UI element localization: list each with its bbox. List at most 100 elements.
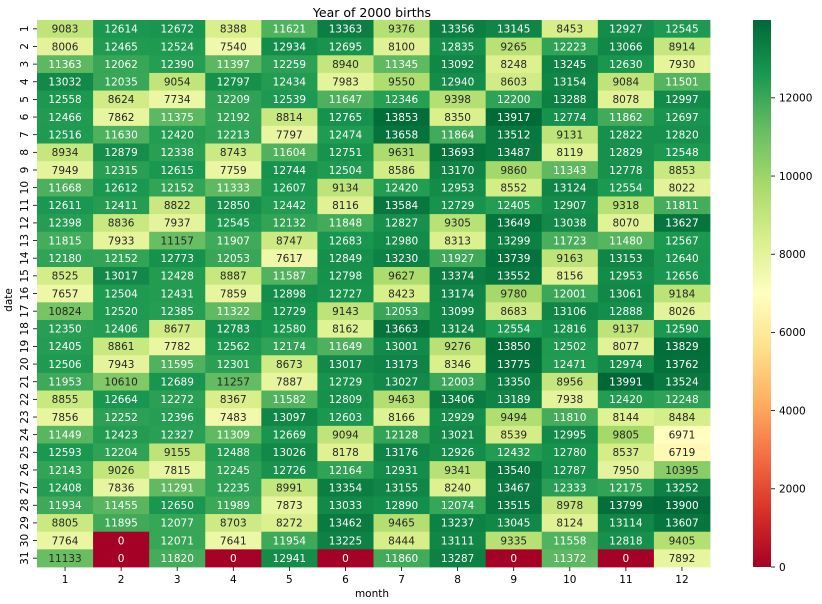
heatmap-cell-date19-month7	[373, 337, 430, 356]
cell-label: 12053	[385, 306, 418, 318]
cell-label: 13900	[665, 500, 698, 512]
cell-label: 12650	[161, 500, 194, 512]
heatmap-cell-date18-month7	[373, 319, 430, 339]
heatmap-cell-date17-month12	[653, 302, 711, 321]
cell-label: 12053	[217, 253, 250, 265]
cell-label: 12879	[104, 147, 137, 159]
cell-label: 12539	[273, 94, 306, 106]
heatmap-cell-date5-month5	[261, 90, 318, 109]
heatmap-cell-date28-month11	[597, 496, 655, 515]
cell-label: 8100	[388, 41, 415, 53]
cell-label: 11647	[329, 94, 362, 106]
heatmap-cell-date4-month1	[37, 72, 94, 91]
heatmap-cell-date22-month8	[429, 390, 487, 409]
heatmap-cell-date26-month10	[541, 461, 599, 480]
heatmap-cell-date1-month12	[653, 20, 711, 39]
cell-label: 12818	[609, 535, 642, 547]
cell-label: 13061	[609, 288, 642, 300]
cell-label: 12656	[665, 271, 699, 283]
heatmap-cell-date24-month8	[429, 425, 487, 444]
heatmap-cell-date25-month12	[653, 443, 711, 462]
cell-label: 7617	[276, 253, 303, 265]
heatmap-cell-date1-month7	[373, 20, 430, 39]
heatmap-cell-date31-month12	[653, 549, 711, 568]
cell-label: 11934	[48, 500, 82, 512]
heatmap-cell-date2-month2	[93, 37, 150, 56]
cell-label: 9627	[388, 271, 415, 283]
heatmap-cell-date24-month4	[205, 425, 262, 444]
heatmap-cell-date12-month7	[373, 214, 430, 233]
cell-label: 9465	[388, 518, 415, 530]
cell-label: 11480	[609, 235, 642, 247]
cell-label: 12502	[553, 341, 586, 353]
heatmap-cell-date10-month6	[317, 178, 374, 197]
colorbar-tick-label: 2000	[779, 484, 806, 496]
cell-label: 12672	[161, 24, 194, 36]
cell-label: 8248	[500, 59, 527, 71]
cell-label: 12558	[48, 94, 81, 106]
heatmap-cell-date12-month5	[261, 214, 318, 233]
x-tick-label: 6	[342, 574, 349, 586]
heatmap-cell-date15-month12	[653, 267, 711, 286]
heatmap-cell-date18-month6	[317, 319, 374, 339]
heatmap-cell-date14-month6	[317, 249, 374, 268]
cell-label: 8539	[500, 429, 527, 441]
heatmap-cell-date6-month4	[205, 108, 262, 127]
heatmap-cell-date26-month12	[653, 461, 711, 480]
heatmap-cell-date19-month6	[317, 337, 374, 356]
heatmap-cell-date2-month12	[653, 37, 711, 56]
heatmap-cell-date5-month6	[317, 90, 374, 109]
heatmap-cell-date7-month6	[317, 125, 374, 144]
cell-label: 12953	[441, 182, 474, 194]
cell-label: 0	[118, 535, 125, 547]
cell-label: 12504	[104, 288, 138, 300]
cell-label: 13287	[441, 553, 474, 565]
heatmap-cell-date23-month7	[373, 408, 430, 427]
y-tick-label: 7	[19, 131, 31, 138]
heatmap-cell-date9-month8	[429, 161, 487, 180]
cell-label: 13021	[441, 429, 474, 441]
cell-label: 8836	[108, 218, 135, 230]
heatmap-cell-date25-month3	[149, 443, 206, 462]
heatmap-cell-date31-month3	[149, 549, 206, 568]
heatmap-cell-date5-month10	[541, 90, 599, 109]
cell-label: 13515	[497, 500, 530, 512]
heatmap-cell-date22-month11	[597, 390, 655, 409]
cell-label: 12192	[217, 112, 250, 124]
cell-label: 12003	[441, 377, 474, 389]
heatmap-cell-date11-month11	[597, 196, 655, 215]
heatmap-cell-date3-month8	[429, 55, 487, 74]
heatmap-cell-date31-month2	[93, 549, 150, 568]
cell-label: 12931	[385, 465, 418, 477]
cell-label: 11848	[329, 218, 362, 230]
heatmap-cell-date16-month3	[149, 284, 206, 303]
heatmap-cell-date11-month3	[149, 196, 206, 215]
cell-label: 9276	[444, 341, 471, 353]
y-tick-label: 14	[19, 251, 31, 265]
cell-label: 12548	[665, 147, 698, 159]
heatmap-cell-date8-month11	[597, 143, 655, 162]
colorbar-tick-label: 12000	[779, 93, 812, 105]
cell-label: 7815	[164, 465, 191, 477]
heatmap-cell-date11-month6	[317, 196, 374, 215]
heatmap-cell-date28-month6	[317, 496, 374, 515]
heatmap-cell-date2-month11	[597, 37, 655, 56]
heatmap-cell-date15-month3	[149, 267, 206, 286]
cell-label: 7856	[52, 412, 79, 424]
cell-label: 12783	[217, 324, 250, 336]
heatmap-cell-date18-month5	[261, 319, 318, 339]
heatmap-cell-date20-month7	[373, 355, 430, 374]
heatmap-cell-date6-month9	[485, 108, 543, 127]
heatmap-cell-date27-month9	[485, 478, 543, 497]
heatmap-cell-date26-month5	[261, 461, 318, 480]
cell-label: 9134	[332, 182, 359, 194]
heatmap-cell-date22-month9	[485, 390, 543, 409]
heatmap-cell-date27-month8	[429, 478, 487, 497]
heatmap-cell-date31-month9	[485, 549, 543, 568]
heatmap-cell-date13-month7	[373, 231, 430, 250]
heatmap-cell-date28-month7	[373, 496, 430, 515]
heatmap-cell-date13-month10	[541, 231, 599, 250]
heatmap-cell-date9-month11	[597, 161, 655, 180]
heatmap-cell-date12-month2	[93, 214, 150, 233]
heatmap-cell-date11-month8	[429, 196, 487, 215]
